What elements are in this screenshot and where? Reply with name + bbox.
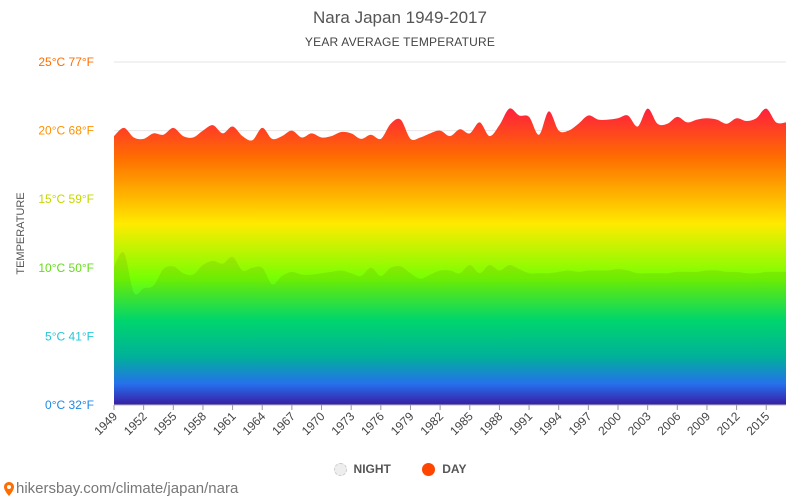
x-tick-label: 1979 [388,409,417,438]
legend-label-night: NIGHT [353,462,391,476]
y-axis-label: TEMPERATURE [15,192,27,274]
x-tick-label: 1988 [477,409,506,438]
series-night-area [114,251,786,405]
x-tick-label: 1958 [180,409,209,438]
x-tick-label: 1994 [536,409,565,438]
x-tick-label: 1970 [299,409,328,438]
x-tick-label: 1955 [151,409,180,438]
chart-subtitle: YEAR AVERAGE TEMPERATURE [304,35,496,49]
day-marker-icon [422,462,436,476]
x-tick-label: 2000 [595,409,624,438]
x-tick-label: 1967 [269,409,298,438]
x-tick-label: 1976 [358,409,387,438]
y-tick-label: 20°C 68°F [38,124,94,138]
x-tick-label: 2009 [684,409,713,438]
x-tick-label: 1949 [91,409,120,438]
x-tick-label: 1961 [210,409,239,438]
y-tick-label: 25°C 77°F [38,55,94,69]
chart-legend: NIGHT DAY [0,462,800,479]
x-tick-label: 2003 [625,409,654,438]
y-tick-label: 0°C 32°F [45,398,94,412]
location-pin-icon [4,481,14,496]
chart-title: Nara Japan 1949-2017 [313,8,487,27]
legend-label-day: DAY [442,462,467,476]
legend-item-night[interactable]: NIGHT [333,462,391,476]
temperature-chart: 0°C 32°F 5°C 41°F 10°C 50°F 15°C 59°F 20°C 6… [15,55,786,438]
x-tick-label: 2006 [655,409,684,438]
x-tick-label: 1997 [566,409,595,438]
series-day-area [114,108,786,406]
x-tick-label: 1982 [417,409,446,438]
x-tick-label: 1985 [447,409,476,438]
x-tick-label: 1964 [240,409,269,438]
y-tick-label: 10°C 50°F [38,261,94,275]
source-url: hikersbay.com/climate/japan/nara [16,480,239,497]
y-tick-label: 15°C 59°F [38,192,94,206]
x-tick-label: 2015 [744,409,773,438]
x-tick-label: 2012 [714,409,743,438]
x-tick-label: 1952 [121,409,150,438]
x-tick-label: 1991 [506,409,535,438]
legend-item-day[interactable]: DAY [422,462,466,476]
x-tick-label: 1973 [329,409,358,438]
source-link[interactable]: hikersbay.com/climate/japan/nara [4,480,238,497]
night-marker-icon [333,462,347,476]
y-tick-label: 5°C 41°F [45,329,94,343]
